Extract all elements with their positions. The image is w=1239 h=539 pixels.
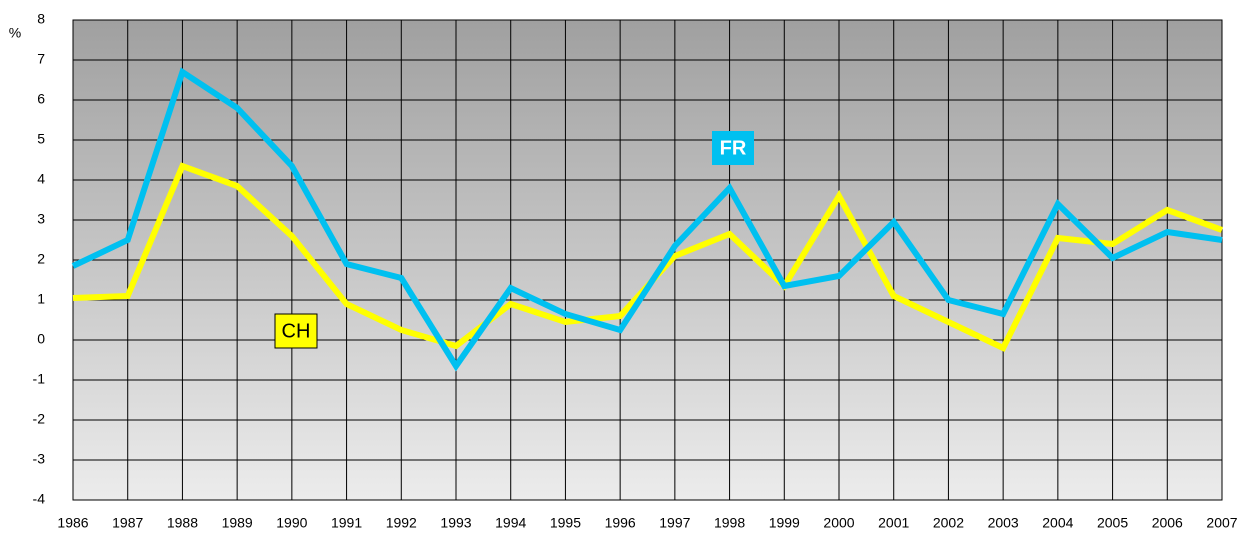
plot-border [72,19,1223,501]
x-tick-label: 2007 [1206,515,1237,531]
x-tick-label: 1990 [276,515,307,531]
line-series [71,67,1223,372]
x-tick-label: 1994 [495,515,526,531]
x-tick-label: 1992 [386,515,417,531]
y-tick-label: -1 [33,371,46,387]
y-tick-label: -3 [33,451,46,467]
y-tick-label: 0 [37,331,45,347]
x-tick-label: 2002 [933,515,964,531]
y-tick-label: 6 [37,91,45,107]
x-tick-label: 1998 [714,515,745,531]
x-tick-label: 1996 [605,515,636,531]
y-tick-label: -4 [33,491,46,507]
y-tick-label: 4 [37,171,45,187]
series-label: FR [712,131,754,165]
series-label: CH [274,313,318,349]
series-label-box [274,313,318,349]
y-axis-label: % [9,25,21,41]
x-tick-label: 2001 [878,515,909,531]
x-tick-label: 2000 [823,515,854,531]
x-tick-label: 2004 [1042,515,1073,531]
y-tick-label: 5 [37,131,45,147]
x-tick-label: 1986 [57,515,88,531]
x-tick-label: 1995 [550,515,581,531]
y-tick-label: 7 [37,51,45,67]
x-tick-label: 1999 [769,515,800,531]
x-tick-label: 1988 [167,515,198,531]
x-tick-label: 1987 [112,515,143,531]
x-tick-label: 1989 [222,515,253,531]
y-tick-label: 8 [37,11,45,27]
y-tick-label: 2 [37,251,45,267]
y-tick-label: 1 [37,291,45,307]
y-tick-label: -2 [33,411,46,427]
y-tick-label: 3 [37,211,45,227]
x-tick-label: 1997 [659,515,690,531]
series-label-box [712,131,754,165]
series-label-text: CH [282,320,311,342]
x-tick-label: 1993 [440,515,471,531]
x-tick-label: 2005 [1097,515,1128,531]
series-label-text: FR [720,137,747,159]
x-tick-label: 1991 [331,515,362,531]
x-tick-label: 2003 [988,515,1019,531]
x-tick-label: 2006 [1152,515,1183,531]
